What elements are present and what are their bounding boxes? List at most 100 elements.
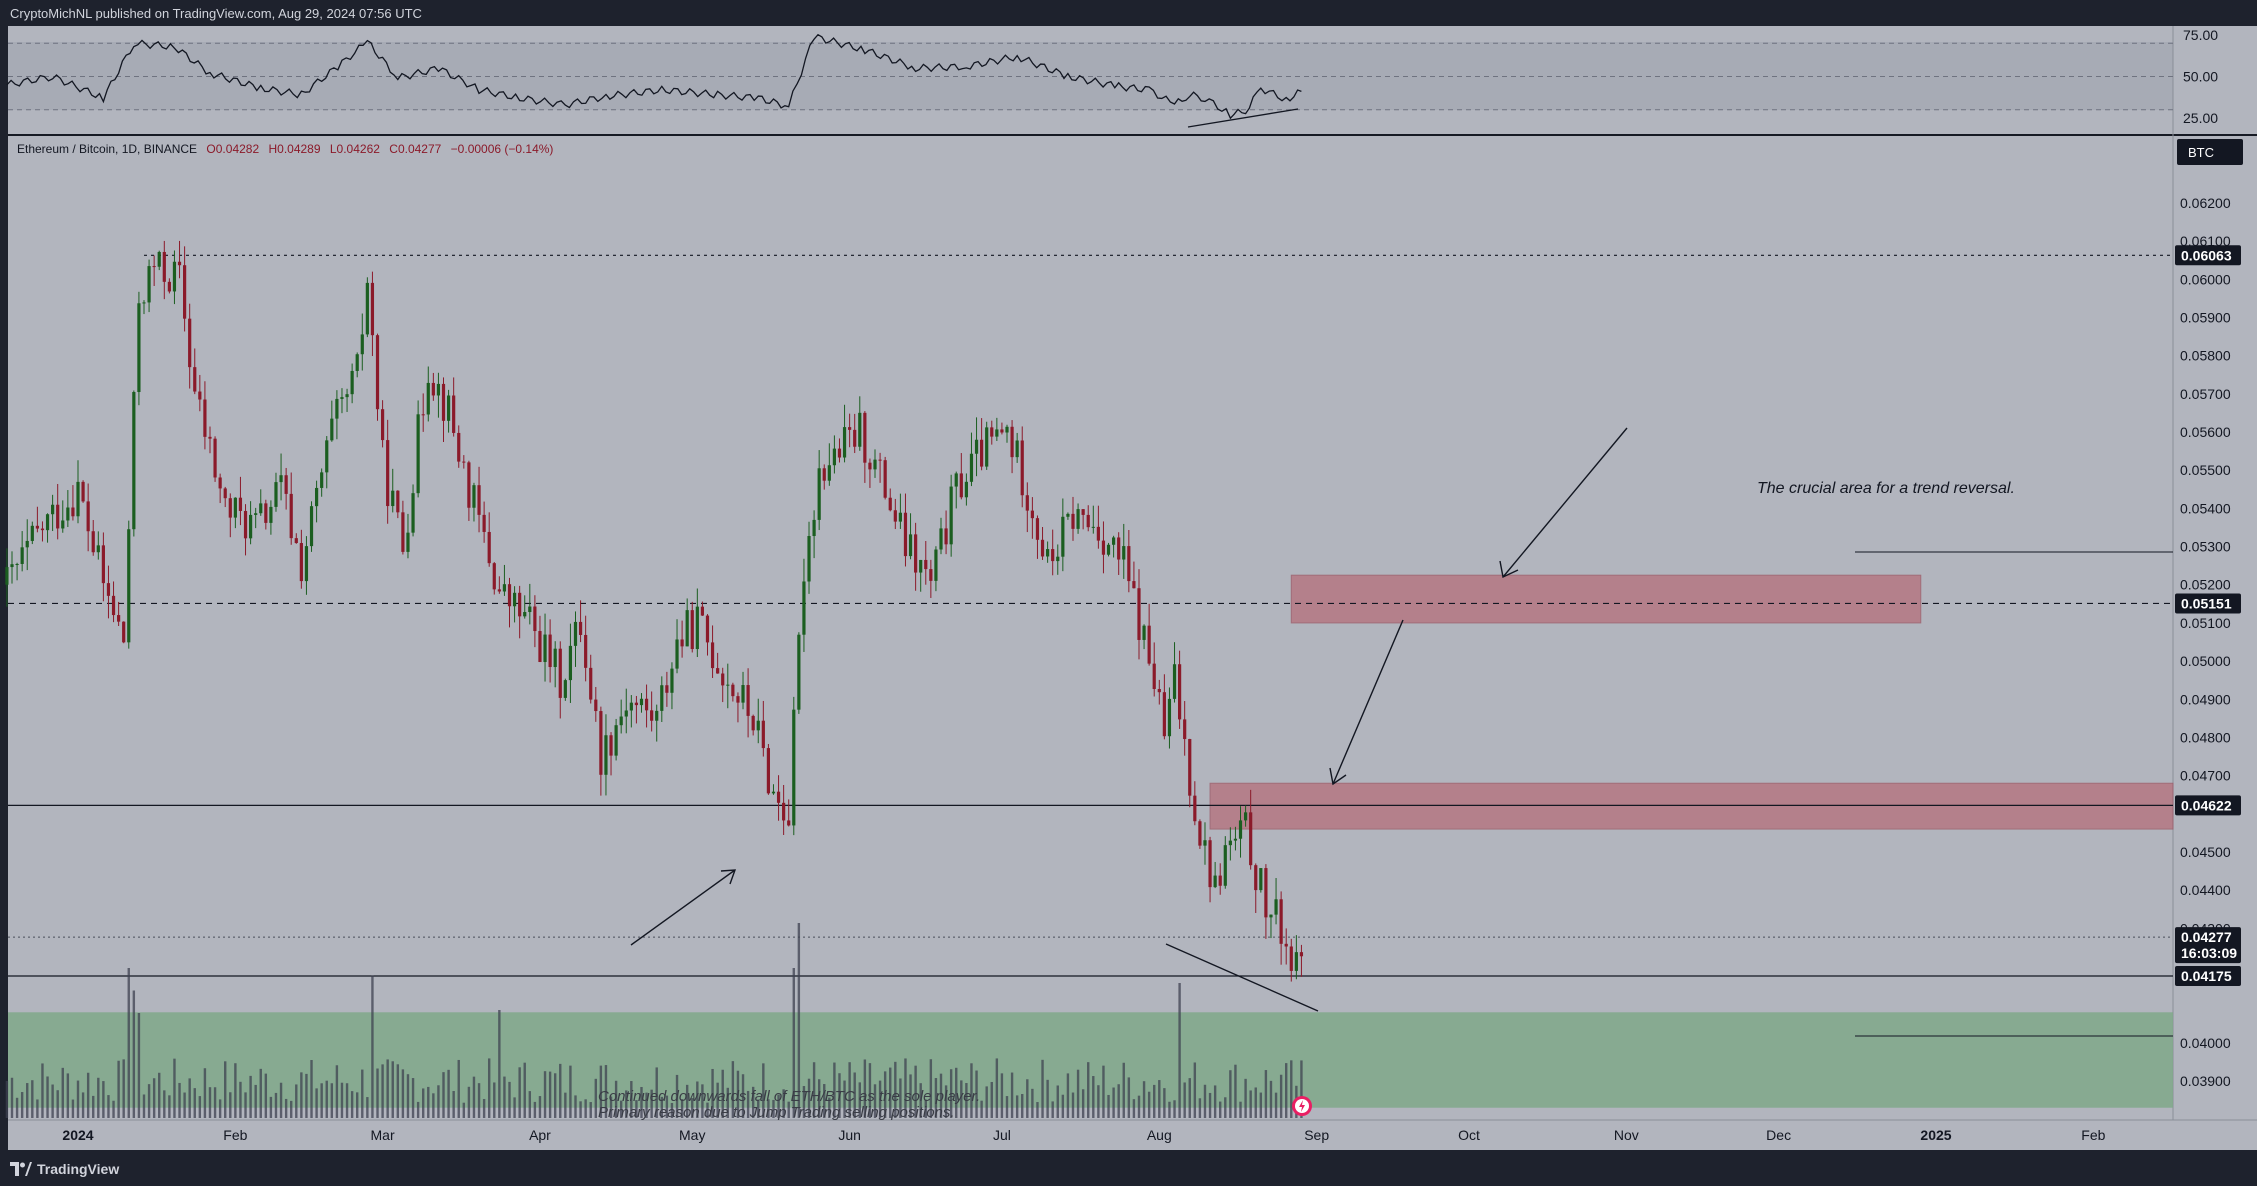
arrow-to-lower-zone-head — [1329, 767, 1347, 786]
candle-body — [1106, 544, 1111, 555]
candle-body — [827, 465, 831, 481]
candle-body — [51, 504, 55, 515]
candle-body — [1167, 698, 1172, 737]
time-label: Mar — [371, 1127, 395, 1143]
currency-button[interactable]: BTC — [2177, 139, 2243, 165]
price-tick-label: 0.05100 — [2180, 615, 2231, 631]
price-tick-label: 0.05400 — [2180, 500, 2231, 516]
candle-body — [1122, 546, 1126, 560]
candle-body — [716, 668, 720, 674]
candle-body — [1132, 581, 1136, 589]
price-tag-0.04622 — [2175, 795, 2241, 816]
volume-bar — [152, 1078, 156, 1118]
candle-body — [908, 534, 913, 557]
volume-bar — [914, 1065, 917, 1118]
levels — [8, 254, 2173, 977]
volume-bar — [320, 1083, 323, 1118]
volume-bar — [340, 1082, 344, 1118]
candle-body — [1183, 719, 1187, 740]
candle-body — [614, 725, 618, 756]
tradingview-logo[interactable]: TradingView — [10, 1161, 119, 1177]
candle-body — [254, 513, 258, 515]
candle-body — [1274, 899, 1278, 915]
time-axis[interactable]: 2024 Feb Mar Apr May Jun Jul Aug Sep Oct Nov Dec 202… — [62, 1127, 2105, 1143]
volume-bar — [513, 1097, 516, 1118]
volume-bar — [411, 1078, 415, 1118]
volume-bar — [249, 1075, 252, 1118]
candle-body — [81, 481, 85, 502]
volume-bar — [787, 1101, 790, 1118]
candle-body — [452, 395, 456, 433]
candle-body — [731, 684, 735, 697]
time-label: Dec — [1766, 1127, 1791, 1143]
volume-bar — [1061, 1094, 1065, 1118]
volume-bar — [858, 1082, 861, 1118]
volume-bar — [650, 1089, 653, 1118]
candle-body — [1299, 952, 1304, 957]
candle-body — [472, 485, 476, 508]
event-icon[interactable] — [1292, 1096, 1312, 1116]
candle-body — [761, 720, 765, 749]
candle-body — [868, 462, 872, 470]
arrow-to-upper-zone-line — [1502, 427, 1628, 578]
candle-body — [1066, 513, 1070, 517]
volume-bar — [366, 1097, 369, 1118]
volume-bar — [224, 1061, 227, 1118]
candle-body — [502, 584, 507, 592]
candle-body — [533, 606, 537, 632]
candle-body — [573, 621, 578, 646]
volume-bar — [208, 1087, 212, 1118]
volume-bar — [81, 1092, 85, 1118]
volume-bar — [1224, 1097, 1227, 1118]
price-tick-label: 0.05600 — [2180, 424, 2231, 440]
volume-bar — [142, 1094, 146, 1118]
candle-body — [436, 383, 441, 396]
volume-bar — [147, 1084, 151, 1118]
candle-body — [96, 545, 100, 553]
candle-body — [690, 610, 694, 650]
volume-bar — [1102, 1065, 1105, 1118]
time-label: 2025 — [1920, 1127, 1951, 1143]
candle-body — [665, 685, 669, 693]
volume-bar — [269, 1096, 273, 1118]
candle-body — [1112, 537, 1116, 545]
currency-button-label: BTC — [2188, 145, 2214, 160]
candle-body — [497, 589, 501, 592]
candle-body — [924, 559, 928, 570]
volume-bar — [330, 1083, 334, 1118]
volume-bar — [1107, 1094, 1110, 1118]
volume-bar — [218, 1099, 222, 1118]
volume-bar — [188, 1078, 191, 1118]
candle-body — [903, 512, 908, 557]
price-tag-label: 0.05151 — [2181, 595, 2232, 611]
price-countdown: 16:03:09 — [2181, 945, 2237, 961]
candle-body — [964, 481, 968, 498]
candle-body — [736, 696, 740, 703]
legend-low: L0.04262 — [330, 142, 380, 156]
time-label: Jul — [993, 1127, 1011, 1143]
volume-bar — [828, 1097, 831, 1118]
candle-body — [1233, 838, 1238, 841]
volume-bar — [76, 1080, 80, 1118]
volume-bar — [553, 1073, 557, 1118]
volume-bar — [721, 1069, 724, 1118]
volume-bar — [817, 1079, 821, 1118]
volume-bar — [1203, 1084, 1207, 1118]
candle-body — [330, 418, 334, 441]
candle-body — [294, 538, 298, 544]
candle-body — [386, 440, 390, 507]
candle-body — [345, 394, 349, 398]
time-label: Sep — [1304, 1127, 1329, 1143]
candle-body — [792, 709, 796, 826]
volume-bar — [1041, 1059, 1044, 1118]
candle-body — [756, 720, 760, 731]
volume-bar — [71, 1099, 75, 1118]
candle-body — [634, 702, 639, 706]
volume-bar — [1132, 1099, 1136, 1118]
candle-body — [172, 261, 177, 292]
volume-bar — [477, 1083, 481, 1118]
volume-bar — [229, 1092, 232, 1118]
candle-body — [548, 634, 552, 668]
candle-body — [639, 698, 644, 706]
